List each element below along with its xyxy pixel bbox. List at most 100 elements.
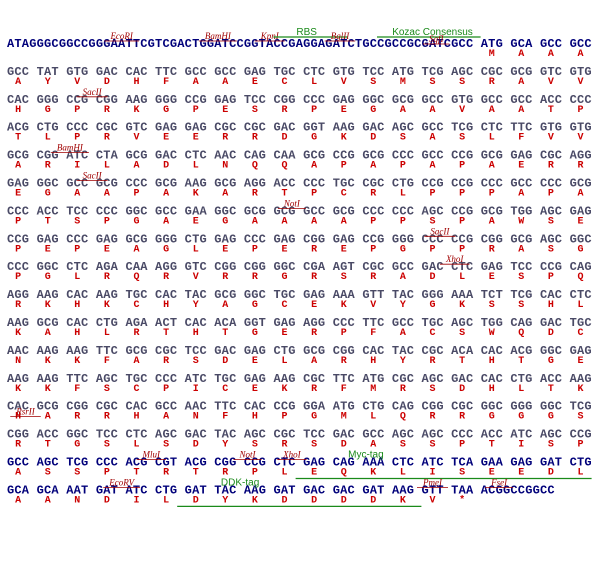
amino-acid: S <box>548 216 554 227</box>
amino-acid: E <box>577 356 583 367</box>
amino-acid: A <box>518 49 524 60</box>
amino-acid: A <box>518 244 524 255</box>
amino-acid: P <box>459 189 465 200</box>
amino-acid: L <box>281 356 287 367</box>
amino-acid: P <box>459 244 465 255</box>
amino-acid: R <box>311 328 317 339</box>
restriction-site: XhoI <box>282 450 301 460</box>
amino-acid: S <box>104 440 110 451</box>
amino-acid: E <box>311 468 317 479</box>
amino-acid: T <box>489 440 495 451</box>
amino-acid: F <box>222 412 228 423</box>
amino-acid: K <box>15 384 21 395</box>
sequence: CAC GGG CCG CGG AAG GGG CCG GAG TCC CGG … <box>7 93 592 107</box>
amino-acid: P <box>577 105 583 116</box>
amino-acid: K <box>341 300 347 311</box>
amino-acid: V <box>429 495 435 506</box>
amino-acid: A <box>429 161 435 172</box>
sequence: CAC GCG CGG CGC CAC GCC AAC TTC CAC CCG … <box>7 400 592 414</box>
amino-acid: P <box>459 216 465 227</box>
amino-acid: V <box>548 133 554 144</box>
amino-acid: G <box>222 216 228 227</box>
amino-acid: S <box>459 133 465 144</box>
amino-acid: H <box>163 300 169 311</box>
amino-acid: E <box>163 133 169 144</box>
restriction-site: SacII <box>83 87 103 97</box>
amino-acid: D <box>193 495 199 506</box>
amino-acid: I <box>429 468 435 479</box>
amino-acid: W <box>518 216 524 227</box>
amino-acid: S <box>370 77 376 88</box>
amino-acid: R <box>400 384 406 395</box>
amino-acid: R <box>104 412 110 423</box>
amino-acid: D <box>281 133 287 144</box>
amino-acid: G <box>400 244 406 255</box>
amino-acid: R <box>252 133 258 144</box>
sequence: GCG CGG ATC CTA GCG GAC CTC AAC CAG CAA … <box>7 149 592 163</box>
amino-acid: I <box>133 495 139 506</box>
amino-acid: G <box>370 105 376 116</box>
amino-acid: R <box>222 272 228 283</box>
amino-acid: P <box>15 244 21 255</box>
amino-acid: E <box>281 328 287 339</box>
sequence: AAC AAG AAG TTC GCG CGC TCC GAC GAG CTG … <box>7 344 592 358</box>
amino-acid: R <box>311 244 317 255</box>
amino-acid: V <box>133 133 139 144</box>
restriction-site: RsrII <box>15 407 35 417</box>
amino-acid: K <box>400 495 406 506</box>
amino-acid: A <box>15 161 21 172</box>
amino-acid: P <box>459 161 465 172</box>
amino-acid: A <box>400 272 406 283</box>
amino-acid: P <box>429 189 435 200</box>
restriction-site: SgfI <box>429 34 445 44</box>
amino-acid: R <box>45 161 51 172</box>
amino-acid: P <box>400 216 406 227</box>
amino-acid: Y <box>222 495 228 506</box>
amino-acid: C <box>222 384 228 395</box>
amino-acid: A <box>577 49 583 60</box>
amino-acid: D <box>104 77 110 88</box>
amino-acid: A <box>429 105 435 116</box>
amino-acid: S <box>489 300 495 311</box>
restriction-site: NotI <box>238 450 256 460</box>
amino-acid: K <box>133 105 139 116</box>
amino-acid: D <box>311 495 317 506</box>
amino-acid: P <box>252 468 258 479</box>
amino-acid: * <box>459 494 465 506</box>
amino-acid: E <box>518 161 524 172</box>
amino-acid: L <box>133 440 139 451</box>
amino-acid: Y <box>193 300 199 311</box>
amino-acid: E <box>104 244 110 255</box>
restriction-site: SacII <box>83 171 103 181</box>
amino-acid: Q <box>518 328 524 339</box>
amino-acid: P <box>15 272 21 283</box>
amino-acid: D <box>341 440 347 451</box>
amino-acid: P <box>459 440 465 451</box>
amino-acid: R <box>222 468 228 479</box>
amino-acid: S <box>252 440 258 451</box>
amino-acid: G <box>163 105 169 116</box>
amino-acid: R <box>163 468 169 479</box>
amino-acid: F <box>518 133 524 144</box>
amino-acid: L <box>489 133 495 144</box>
amino-acid: A <box>370 440 376 451</box>
amino-acid: A <box>133 161 139 172</box>
amino-acid: S <box>548 244 554 255</box>
amino-acid: Q <box>577 272 583 283</box>
amino-acid: D <box>548 468 554 479</box>
amino-acid: E <box>193 133 199 144</box>
amino-acid: A <box>400 328 406 339</box>
amino-acid: S <box>400 440 406 451</box>
amino-acid: D <box>548 328 554 339</box>
amino-acid: R <box>311 272 317 283</box>
amino-acid: G <box>45 272 51 283</box>
amino-acid: C <box>341 189 347 200</box>
amino-acid: P <box>400 161 406 172</box>
amino-acid: Y <box>400 300 406 311</box>
sequence: CCG GAG CCC GAG GCG GGG CTG GAG CCC GAG … <box>7 232 592 246</box>
amino-acid: T <box>518 356 524 367</box>
amino-acid: H <box>74 300 80 311</box>
amino-acid: V <box>577 77 583 88</box>
amino-acid: S <box>252 105 258 116</box>
